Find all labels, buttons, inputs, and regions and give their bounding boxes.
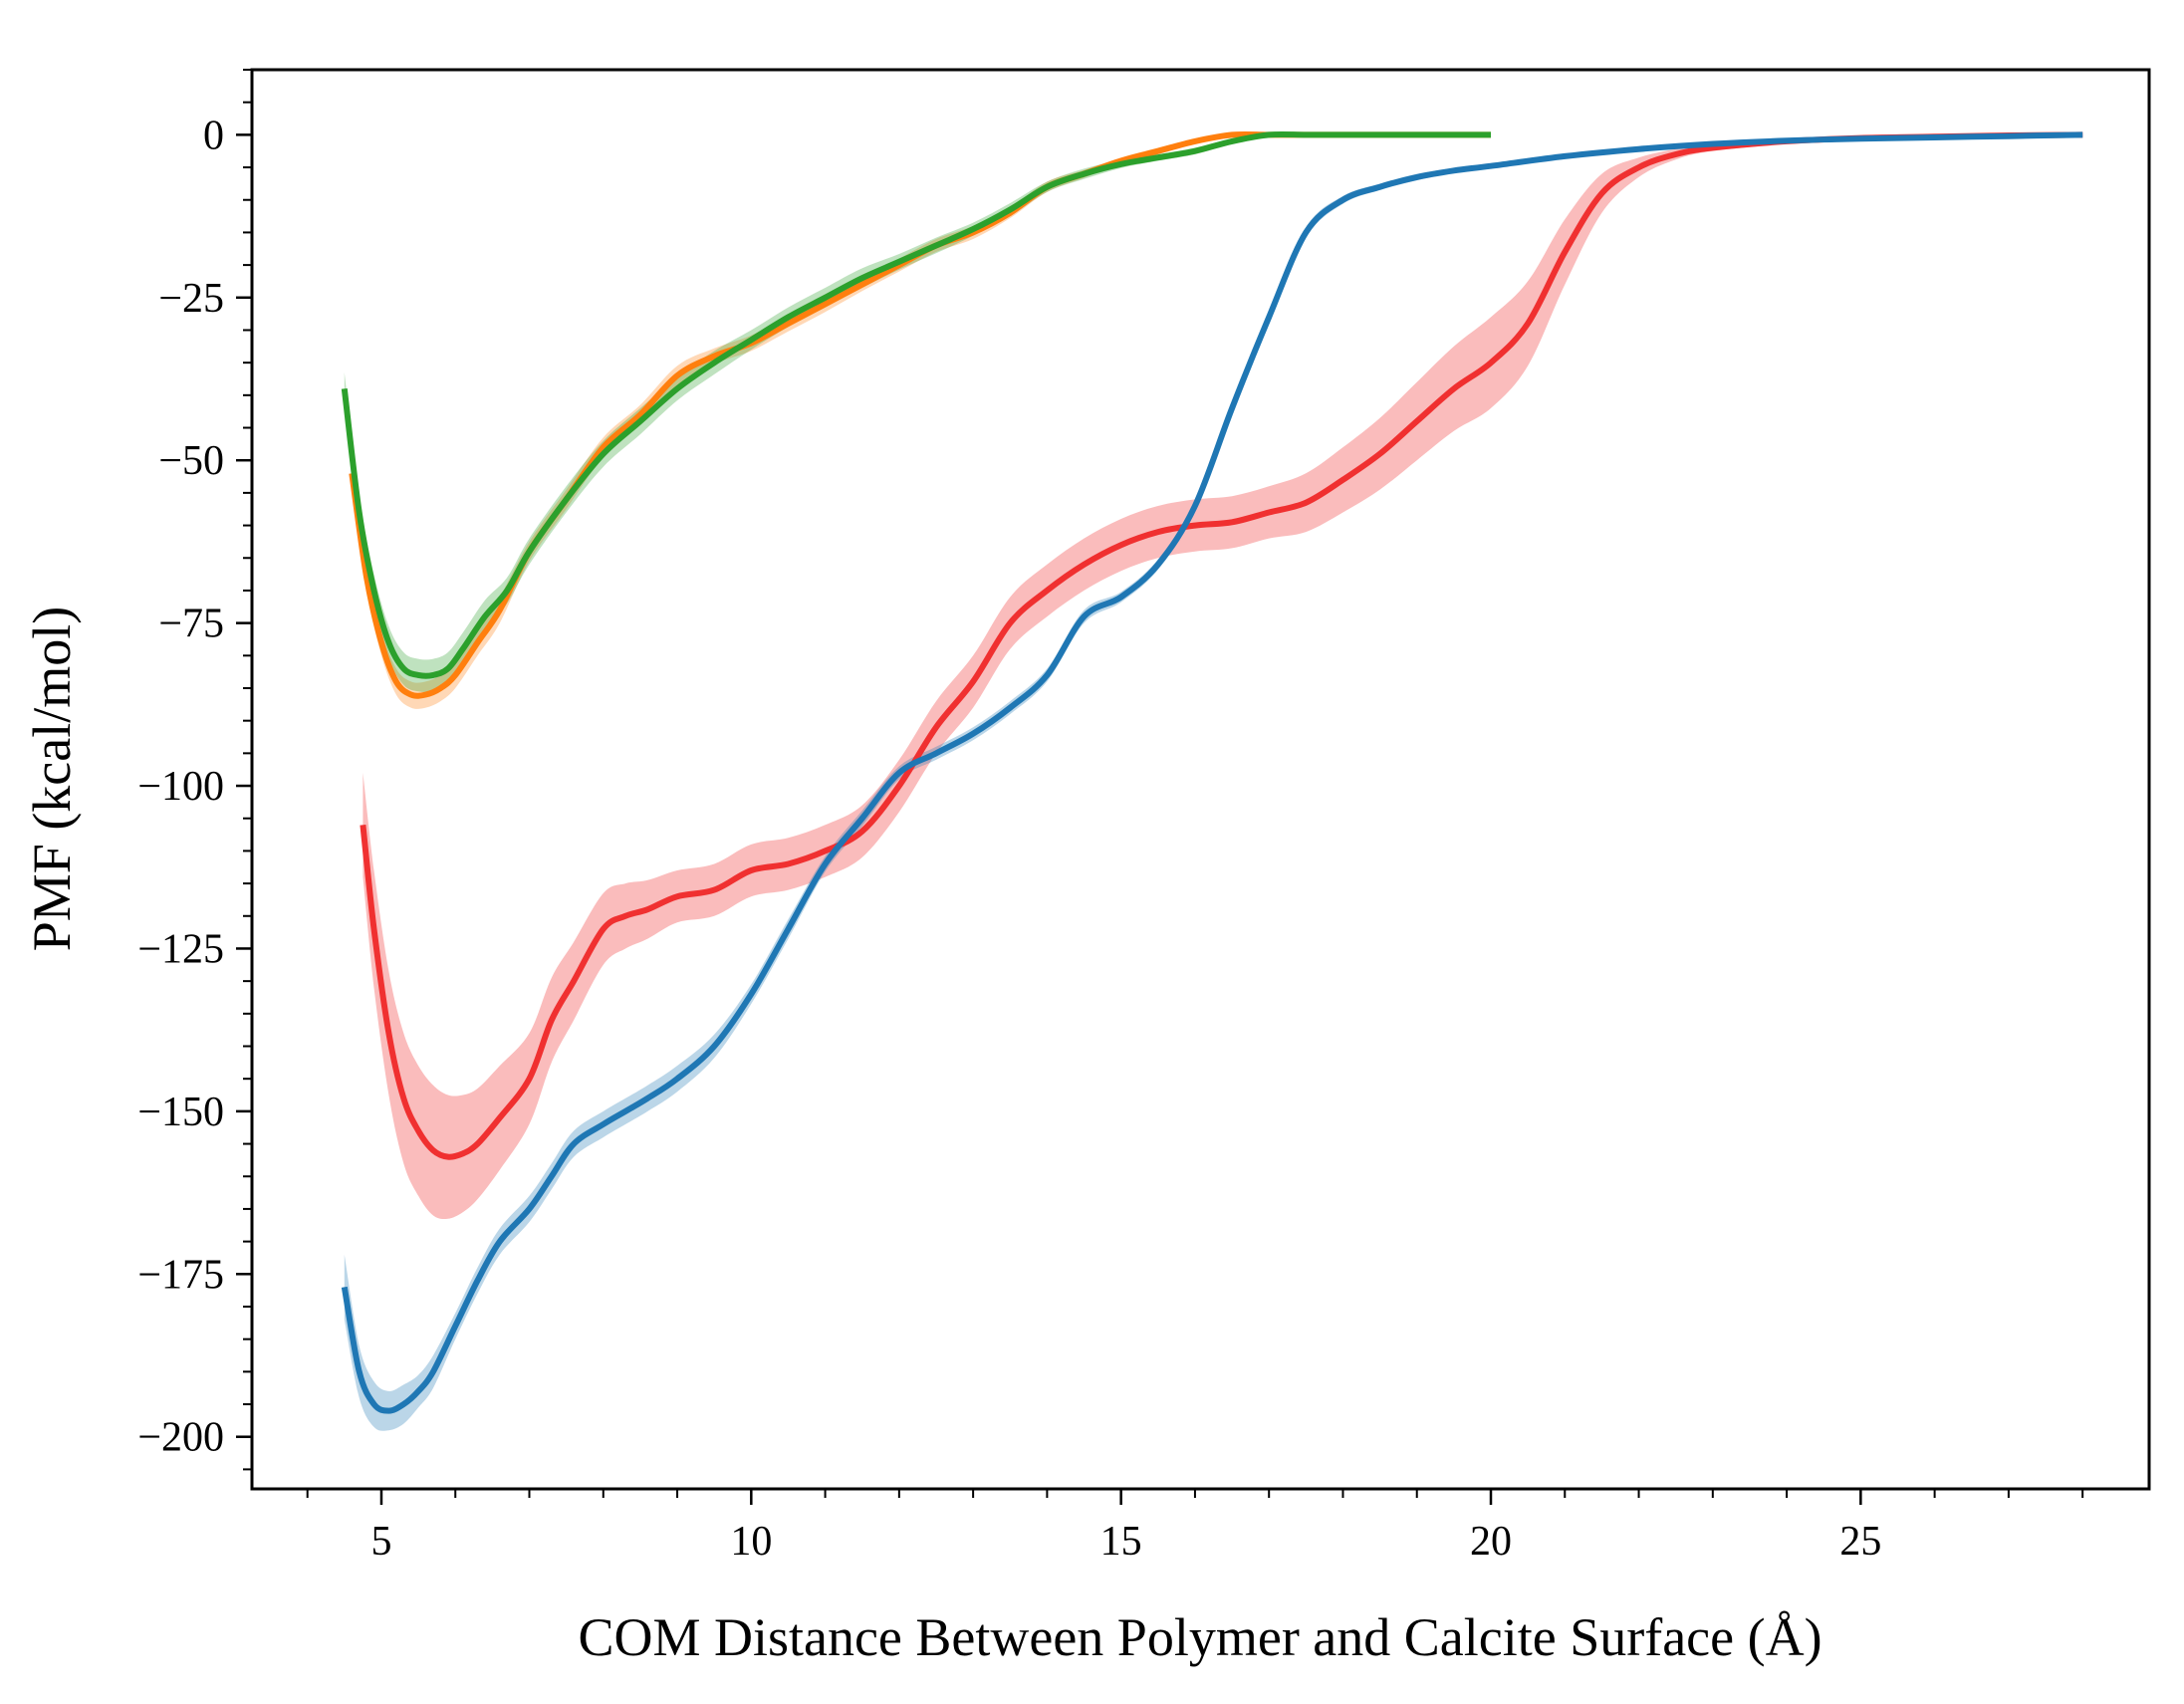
tick-labels: 5 10 15 20 25 0 −25 −50 −75 −100 −125 −150 −175 −200 — [137, 113, 1881, 1565]
confidence-bands — [344, 132, 2083, 1431]
x-tick-label: 10 — [730, 1519, 772, 1565]
x-tick-label: 25 — [1839, 1519, 1881, 1565]
y-tick-label: 0 — [203, 113, 224, 158]
band-red — [363, 132, 2083, 1219]
y-tick-label: −175 — [137, 1252, 224, 1298]
x-axis-label: COM Distance Between Polymer and Calcite… — [578, 1607, 1821, 1667]
line-blue — [341, 131, 2083, 1414]
x-tick-label: 15 — [1100, 1519, 1142, 1565]
line-orange — [349, 130, 1491, 699]
band-orange — [352, 132, 1491, 709]
y-axis-label: PMF (kcal/mol) — [22, 607, 82, 952]
y-tick-label: −100 — [137, 764, 224, 810]
series-lines — [341, 130, 2083, 1414]
axis-ticks — [236, 69, 2084, 1505]
x-tick-label: 5 — [370, 1519, 391, 1565]
plot-frame — [250, 68, 2151, 1491]
y-tick-label: −150 — [137, 1090, 224, 1135]
y-tick-label: −50 — [158, 438, 224, 484]
y-tick-label: −75 — [158, 602, 224, 647]
y-tick-label: −125 — [137, 926, 224, 972]
y-tick-label: −25 — [158, 276, 224, 322]
x-tick-label: 20 — [1470, 1519, 1512, 1565]
y-tick-label: −200 — [137, 1415, 224, 1461]
line-red — [360, 131, 2083, 1160]
line-green — [341, 130, 1491, 679]
